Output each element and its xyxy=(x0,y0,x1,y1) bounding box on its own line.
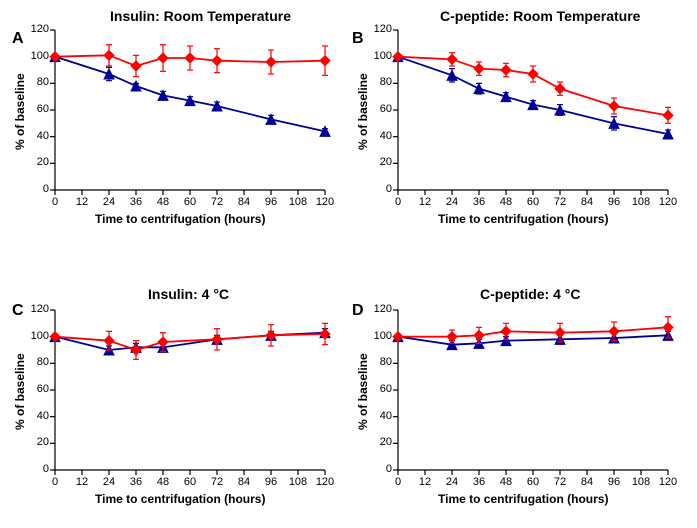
x-tick-label: 36 xyxy=(467,196,491,208)
x-axis-title: Time to centrifugation (hours) xyxy=(95,212,265,226)
panel-title-a: Insulin: Room Temperature xyxy=(110,8,291,24)
x-tick-label: 36 xyxy=(124,476,148,488)
x-tick-label: 96 xyxy=(259,476,283,488)
panel-title-d: C-peptide: 4 °C xyxy=(480,286,581,302)
y-tick-label: 0 xyxy=(366,183,392,195)
x-tick-label: 48 xyxy=(151,476,175,488)
y-tick-label: 20 xyxy=(366,436,392,448)
x-tick-label: 96 xyxy=(602,196,626,208)
y-tick-label: 120 xyxy=(366,23,392,35)
panel-label-b: B xyxy=(352,30,364,48)
x-tick-label: 24 xyxy=(440,476,464,488)
y-tick-label: 100 xyxy=(23,330,49,342)
x-axis-title: Time to centrifugation (hours) xyxy=(438,212,608,226)
panel-title-c: Insulin: 4 °C xyxy=(148,286,229,302)
x-tick-label: 120 xyxy=(313,196,337,208)
x-tick-label: 108 xyxy=(286,476,310,488)
figure: AInsulin: Room Temperature01224364860728… xyxy=(0,0,697,528)
x-tick-label: 0 xyxy=(43,476,67,488)
x-tick-label: 24 xyxy=(440,196,464,208)
chart-c xyxy=(55,310,345,490)
chart-a xyxy=(55,30,345,210)
x-tick-label: 72 xyxy=(548,196,572,208)
y-axis-title: % of baseline xyxy=(13,73,27,150)
x-tick-label: 120 xyxy=(656,196,680,208)
y-tick-label: 120 xyxy=(366,303,392,315)
x-axis-title: Time to centrifugation (hours) xyxy=(438,492,608,506)
y-tick-label: 20 xyxy=(23,156,49,168)
y-tick-label: 20 xyxy=(366,156,392,168)
x-tick-label: 60 xyxy=(178,196,202,208)
y-tick-label: 100 xyxy=(366,330,392,342)
x-tick-label: 60 xyxy=(178,476,202,488)
x-tick-label: 12 xyxy=(413,476,437,488)
x-tick-label: 72 xyxy=(548,476,572,488)
y-axis-title: % of baseline xyxy=(356,73,370,150)
x-tick-label: 24 xyxy=(97,196,121,208)
x-tick-label: 120 xyxy=(656,476,680,488)
x-tick-label: 120 xyxy=(313,476,337,488)
x-tick-label: 48 xyxy=(151,196,175,208)
y-axis-title: % of baseline xyxy=(13,353,27,430)
x-tick-label: 108 xyxy=(629,196,653,208)
x-axis-title: Time to centrifugation (hours) xyxy=(95,492,265,506)
y-tick-label: 100 xyxy=(23,50,49,62)
x-tick-label: 0 xyxy=(43,196,67,208)
x-tick-label: 84 xyxy=(575,196,599,208)
x-tick-label: 0 xyxy=(386,476,410,488)
y-tick-label: 0 xyxy=(23,183,49,195)
x-tick-label: 12 xyxy=(70,476,94,488)
panel-label-a: A xyxy=(12,30,24,48)
chart-b xyxy=(398,30,688,210)
x-tick-label: 12 xyxy=(70,196,94,208)
y-tick-label: 120 xyxy=(23,23,49,35)
y-tick-label: 120 xyxy=(23,303,49,315)
y-tick-label: 0 xyxy=(23,463,49,475)
x-tick-label: 48 xyxy=(494,196,518,208)
x-tick-label: 36 xyxy=(124,196,148,208)
x-tick-label: 84 xyxy=(232,476,256,488)
x-tick-label: 108 xyxy=(286,196,310,208)
x-tick-label: 84 xyxy=(232,196,256,208)
x-tick-label: 72 xyxy=(205,476,229,488)
x-tick-label: 36 xyxy=(467,476,491,488)
x-tick-label: 48 xyxy=(494,476,518,488)
y-tick-label: 0 xyxy=(366,463,392,475)
panel-label-c: C xyxy=(12,302,24,320)
x-tick-label: 96 xyxy=(259,196,283,208)
x-tick-label: 60 xyxy=(521,476,545,488)
chart-d xyxy=(398,310,688,490)
y-axis-title: % of baseline xyxy=(356,353,370,430)
panel-title-b: C-peptide: Room Temperature xyxy=(440,8,640,24)
y-tick-label: 20 xyxy=(23,436,49,448)
x-tick-label: 72 xyxy=(205,196,229,208)
y-tick-label: 100 xyxy=(366,50,392,62)
x-tick-label: 24 xyxy=(97,476,121,488)
x-tick-label: 0 xyxy=(386,196,410,208)
panel-label-d: D xyxy=(352,302,364,320)
x-tick-label: 84 xyxy=(575,476,599,488)
x-tick-label: 12 xyxy=(413,196,437,208)
x-tick-label: 60 xyxy=(521,196,545,208)
x-tick-label: 108 xyxy=(629,476,653,488)
x-tick-label: 96 xyxy=(602,476,626,488)
